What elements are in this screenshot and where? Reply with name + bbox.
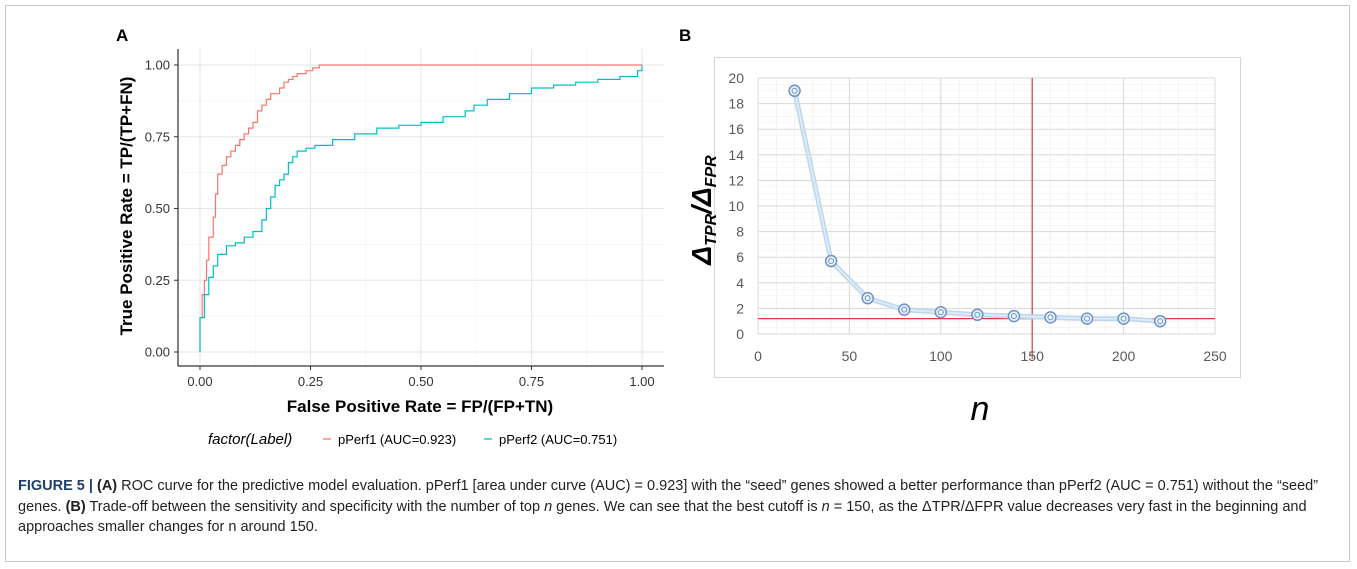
roc-x-axis-label: False Positive Rate = FP/(FP+TN) (287, 397, 553, 416)
tradeoff-point-inner (828, 258, 835, 265)
tradeoff-chart: 0 50 100 150 200 250 0 2 4 6 8 10 12 14 16 18 20 n ΔTPR/… (686, 70, 1227, 428)
tradeoff-y-tick-label: 2 (736, 300, 744, 316)
tradeoff-point (1007, 309, 1021, 323)
roc-grid (177, 49, 664, 367)
legend-label-pperf2: pPerf2 (AUC=0.751) (499, 432, 617, 447)
tradeoff-series (788, 84, 1167, 328)
figure-caption: FIGURE 5 | (A) ROC curve for the predict… (18, 476, 1340, 556)
tradeoff-point (934, 305, 948, 319)
tradeoff-grid (757, 77, 1216, 335)
tradeoff-x-tick-label: 100 (929, 348, 953, 364)
legend-label-pperf1: pPerf1 (AUC=0.923) (338, 432, 456, 447)
roc-series-line-1 (199, 64, 642, 352)
tradeoff-point-inner (1010, 313, 1017, 320)
panel-label-a: A (116, 26, 129, 45)
caption-text-b2: genes. We can see that the best cutoff i… (552, 498, 822, 515)
roc-y-tick-label: 0.75 (145, 129, 170, 144)
caption-text-b3: = 150, as the ΔTPR/ΔFPR value decreases … (18, 498, 1307, 536)
svg-text:ΔTPR/ΔFPR: ΔTPR/ΔFPR (686, 155, 720, 266)
tradeoff-point (971, 308, 984, 322)
tradeoff-ticks: 0 50 100 150 200 250 0 2 4 6 8 10 12 14 16 18 20 (728, 70, 1226, 364)
roc-series (199, 64, 643, 352)
caption-n1: n (544, 498, 553, 515)
roc-y-tick-label: 0.25 (145, 273, 170, 288)
tradeoff-y-tick-label: 10 (728, 198, 744, 214)
tradeoff-point-inner (1084, 315, 1091, 322)
roc-x-tick-label: 0.00 (187, 374, 212, 389)
tradeoff-y-tick-label: 18 (728, 96, 744, 112)
tradeoff-point (1153, 314, 1167, 328)
caption-tag-b: (B) (65, 498, 86, 515)
roc-x-tick-label: 0.50 (408, 374, 433, 389)
roc-x-tick-label: 1.00 (629, 374, 654, 389)
legend-title: factor(Label) (208, 431, 292, 448)
tradeoff-y-tick-label: 8 (736, 224, 744, 240)
tradeoff-point (861, 291, 874, 305)
roc-y-axis-label: True Positive Rate = TP/(TP+FN) (117, 77, 136, 336)
tradeoff-x-tick-label: 200 (1112, 348, 1136, 364)
tradeoff-x-tick-label: 250 (1203, 348, 1227, 364)
roc-x-tick-label: 0.75 (519, 374, 544, 389)
tradeoff-point-inner (1047, 314, 1054, 321)
tradeoff-y-tick-label: 12 (728, 172, 744, 188)
roc-y-tick-label: 0.50 (145, 201, 170, 216)
tradeoff-y-tick-label: 6 (736, 249, 744, 265)
caption-text-a: ROC curve for the predictive model evalu… (18, 478, 1319, 515)
tradeoff-y-tick-label: 14 (728, 147, 744, 163)
tradeoff-point-inner (864, 295, 871, 302)
tradeoff-x-axis-label: n (971, 390, 990, 428)
roc-x-tick-label: 0.25 (298, 374, 323, 389)
tradeoff-y-tick-label: 20 (728, 70, 744, 86)
tradeoff-point-inner (901, 306, 908, 313)
tradeoff-y-tick-label: 4 (736, 275, 744, 291)
tradeoff-point (788, 84, 801, 98)
tradeoff-point-inner (974, 311, 981, 318)
caption-n2: n (821, 498, 830, 515)
tradeoff-point (1080, 312, 1094, 325)
roc-legend: factor(Label) pPerf1 (AUC=0.923) pPerf2 … (208, 431, 617, 448)
tradeoff-x-tick-label: 0 (754, 348, 762, 364)
caption-text-b1: Trade-off between the sensitivity and sp… (85, 498, 545, 515)
tradeoff-x-tick-label: 50 (842, 348, 858, 364)
tradeoff-point-inner (1157, 318, 1164, 325)
tradeoff-point-inner (937, 309, 944, 316)
roc-chart: 0.00 0.25 0.50 0.75 1.00 0.00 0.25 0.50 0.75 1.00… (117, 49, 664, 448)
roc-y-tick-label: 0.00 (145, 345, 170, 360)
roc-series-line-2 (199, 65, 643, 352)
tradeoff-y-tick-label: 0 (736, 326, 744, 342)
panel-label-b: B (679, 26, 692, 45)
caption-figure-label: FIGURE 5 | (18, 478, 97, 494)
tradeoff-point (897, 303, 911, 316)
tradeoff-point-inner (1120, 315, 1127, 322)
tradeoff-point (824, 254, 838, 268)
tradeoff-chart-frame (714, 57, 1241, 378)
tradeoff-y-axis-label: ΔTPR/ΔFPR (686, 155, 720, 266)
tradeoff-x-tick-label: 150 (1021, 348, 1045, 364)
caption-tag-a: (A) (97, 478, 118, 494)
tradeoff-y-tick-label: 16 (728, 121, 744, 137)
roc-ticks: 0.00 0.25 0.50 0.75 1.00 0.00 0.25 0.50 0.75 1.00 (145, 58, 655, 390)
tradeoff-point (1117, 312, 1130, 325)
figure-frame (5, 5, 1350, 562)
tradeoff-point-inner (791, 87, 798, 94)
roc-y-tick-label: 1.00 (145, 58, 170, 73)
tradeoff-point (1044, 311, 1057, 324)
